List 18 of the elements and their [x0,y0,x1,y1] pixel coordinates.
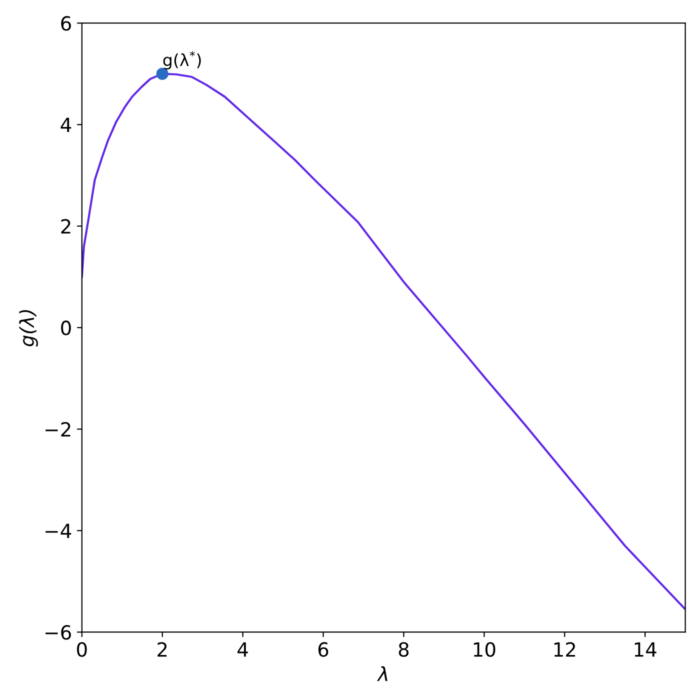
y-tick-label: 6 [61,16,71,31]
x-axis-title: λ [376,666,388,681]
y-tick-label: −2 [46,422,70,436]
x-tick-label: 14 [634,642,656,657]
annotation: g(λ$^{*}$) [163,51,201,70]
y-tick-label: 4 [60,118,72,132]
x-tick-label: 0 [76,642,87,657]
x-tick-label: 8 [398,642,409,657]
x-tick-label: 2 [158,642,167,657]
x-tick-label: 12 [554,642,576,657]
y-tick-label: −4 [46,524,72,538]
x-tick-label: 4 [238,642,248,657]
y-axis-title: g(λ) [19,310,38,346]
y-tick-label: 2 [61,219,70,234]
y-tick-label: 0 [61,320,71,336]
y-tick-label: −6 [46,625,71,640]
x-tick-label: 10 [474,642,496,657]
x-tick-label: 6 [318,642,328,657]
